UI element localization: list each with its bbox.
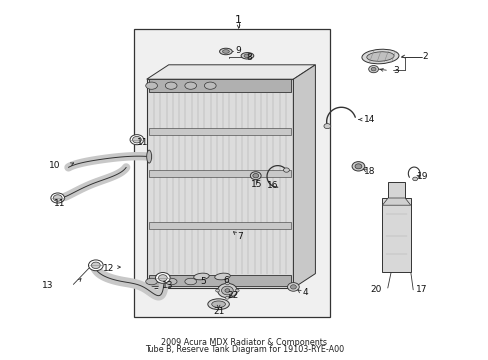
Circle shape [252, 174, 258, 178]
Text: 5: 5 [200, 277, 205, 286]
Ellipse shape [214, 273, 230, 280]
Circle shape [215, 289, 219, 292]
Ellipse shape [184, 278, 196, 285]
Text: 3: 3 [392, 66, 398, 75]
Bar [149, 275, 290, 286]
Ellipse shape [204, 82, 216, 89]
Circle shape [290, 285, 296, 289]
Text: 13: 13 [42, 281, 54, 290]
Text: 15: 15 [250, 180, 262, 189]
Bar [146, 79, 293, 288]
Text: 10: 10 [49, 161, 61, 170]
Text: 20: 20 [370, 285, 382, 294]
Circle shape [51, 193, 64, 203]
Text: 1: 1 [235, 15, 242, 25]
Polygon shape [382, 198, 410, 272]
Ellipse shape [145, 278, 157, 285]
Text: 4: 4 [302, 288, 308, 297]
Ellipse shape [222, 50, 229, 53]
Text: 19: 19 [416, 172, 428, 181]
Text: 18: 18 [363, 166, 375, 175]
Ellipse shape [184, 82, 196, 89]
Ellipse shape [207, 299, 229, 310]
Ellipse shape [145, 82, 157, 89]
Ellipse shape [241, 53, 253, 59]
Circle shape [250, 172, 261, 180]
Ellipse shape [366, 52, 393, 61]
Circle shape [217, 283, 237, 298]
Text: 7: 7 [236, 233, 242, 241]
Text: 2: 2 [422, 52, 427, 61]
Text: 9: 9 [235, 46, 241, 55]
Text: 21: 21 [212, 307, 224, 316]
Text: 16: 16 [266, 181, 278, 190]
Ellipse shape [165, 278, 177, 285]
Circle shape [132, 136, 141, 143]
Circle shape [224, 289, 229, 292]
Text: 11: 11 [137, 138, 148, 147]
Bar [149, 170, 290, 177]
Text: Tube B, Reserve Tank Diagram for 19103-RYE-A00: Tube B, Reserve Tank Diagram for 19103-R… [144, 345, 344, 354]
Circle shape [323, 123, 330, 129]
Circle shape [351, 162, 364, 171]
Ellipse shape [219, 48, 232, 55]
Circle shape [88, 260, 103, 271]
Bar [387, 182, 404, 205]
Circle shape [225, 296, 229, 299]
Text: 8: 8 [246, 53, 252, 62]
Ellipse shape [193, 273, 209, 280]
Circle shape [91, 262, 100, 269]
Bar [149, 222, 290, 229]
Circle shape [53, 195, 62, 201]
Polygon shape [382, 198, 410, 205]
Text: 14: 14 [363, 115, 375, 124]
Circle shape [155, 273, 170, 283]
Circle shape [221, 286, 233, 295]
Polygon shape [146, 65, 315, 79]
Bar [149, 128, 290, 135]
Ellipse shape [211, 301, 225, 307]
Circle shape [412, 177, 417, 181]
Ellipse shape [165, 82, 177, 89]
Text: 12: 12 [102, 264, 114, 273]
Ellipse shape [244, 54, 250, 58]
Circle shape [287, 283, 299, 291]
Text: 11: 11 [54, 199, 65, 208]
Circle shape [354, 164, 361, 169]
Circle shape [283, 168, 289, 172]
Circle shape [158, 275, 167, 281]
Text: 22: 22 [226, 292, 238, 300]
Circle shape [225, 282, 229, 285]
Text: 13: 13 [161, 281, 173, 290]
Circle shape [235, 289, 239, 292]
Text: 2009 Acura MDX Radiator & Components: 2009 Acura MDX Radiator & Components [161, 338, 327, 347]
Text: 6: 6 [223, 276, 229, 285]
Text: 17: 17 [415, 285, 427, 294]
Circle shape [370, 67, 375, 71]
Bar [149, 79, 290, 92]
Bar [134, 29, 329, 317]
Polygon shape [293, 65, 315, 288]
Circle shape [130, 135, 143, 145]
Ellipse shape [146, 150, 151, 163]
Ellipse shape [361, 49, 398, 64]
Circle shape [368, 66, 378, 73]
